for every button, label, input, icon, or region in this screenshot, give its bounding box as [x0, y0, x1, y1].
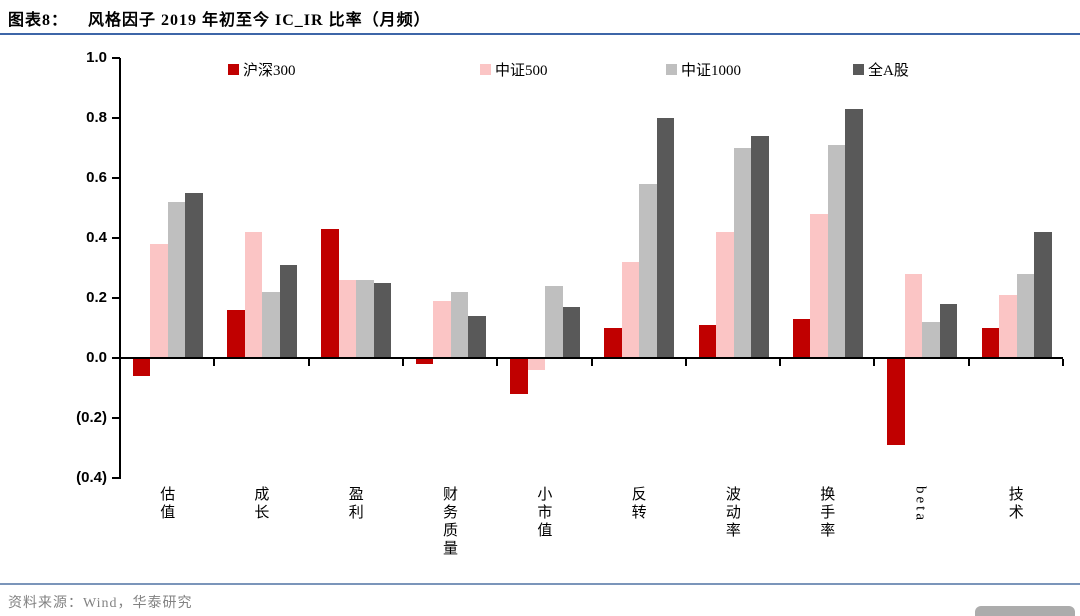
bar: [904, 274, 923, 358]
x-axis-tick: [213, 359, 216, 366]
x-axis-tick: [779, 359, 782, 366]
x-axis-category-label: 盈利: [346, 486, 363, 522]
y-axis-tick-label: 0.6: [86, 169, 107, 186]
x-axis-tick: [119, 359, 121, 366]
x-axis-category-label: 估值: [158, 486, 175, 522]
legend-label: 中证500: [495, 62, 548, 79]
y-axis-tick-label: 0.4: [86, 229, 107, 246]
bar: [545, 286, 563, 358]
bar: [639, 184, 657, 358]
legend-item: 中证500: [480, 61, 548, 79]
bar: [562, 307, 580, 358]
legend-item: 沪深300: [228, 61, 296, 79]
bar: [450, 292, 469, 358]
y-axis-tick: [112, 477, 120, 479]
bar: [338, 280, 357, 358]
y-axis-tick: [112, 297, 120, 299]
bar: [1034, 232, 1052, 358]
bar: [1016, 274, 1034, 358]
x-axis-tick: [590, 359, 593, 366]
bar: [356, 280, 374, 358]
x-axis-tick: [684, 359, 687, 366]
bar: [922, 322, 940, 358]
y-axis-tick-label: 0.0: [86, 349, 107, 366]
y-axis-tick-label: 0.8: [86, 109, 107, 126]
y-axis-line: [119, 58, 121, 479]
bar: [510, 358, 528, 394]
bar: [150, 244, 168, 358]
bar: [716, 232, 734, 358]
y-axis-tick-label: 1.0: [86, 49, 107, 66]
legend-label: 全A股: [868, 62, 909, 79]
bar: [604, 328, 622, 358]
y-axis-tick: [112, 117, 120, 119]
bar: [939, 304, 958, 358]
legend-item: 中证1000: [666, 61, 742, 79]
legend-swatch-icon: [228, 63, 239, 75]
bar: [656, 118, 675, 358]
y-axis-tick: [112, 237, 120, 239]
legend-label: 中证1000: [681, 62, 742, 79]
legend-swatch-icon: [480, 63, 491, 75]
figure-title: 风格因子 2019 年初至今 IC_IR 比率（月频）: [88, 12, 431, 29]
bar: [698, 325, 717, 358]
x-axis-category-label: 成长: [252, 486, 269, 522]
y-axis-tick-label: (0.4): [76, 469, 107, 486]
bar: [751, 136, 769, 358]
bar: [621, 262, 640, 358]
header-divider: [0, 33, 1080, 35]
legend-swatch-icon: [666, 63, 677, 75]
bar: [415, 358, 434, 364]
bar: [262, 292, 280, 358]
legend-swatch-icon: [853, 63, 864, 75]
chart-header: 图表8： 风格因子 2019 年初至今 IC_IR 比率（月频）: [8, 6, 431, 30]
scrollbar-thumb[interactable]: [975, 606, 1075, 616]
bar: [227, 310, 245, 358]
bar: [185, 193, 203, 358]
x-axis-category-label: beta: [912, 486, 929, 523]
x-axis-category-label: 换手率: [818, 486, 835, 540]
x-axis-tick: [496, 359, 499, 366]
legend-label: 沪深300: [243, 62, 296, 79]
bar: [999, 295, 1017, 358]
bar: [810, 214, 828, 358]
y-axis-tick: [112, 177, 120, 179]
bar: [792, 319, 811, 358]
bar: [167, 202, 186, 358]
bar: [527, 358, 545, 370]
bar: [373, 283, 392, 358]
bar: [981, 328, 999, 358]
bar: [132, 358, 151, 376]
x-axis-tick: [401, 359, 404, 366]
bar: [244, 232, 263, 358]
x-axis-tick: [967, 359, 970, 366]
bar: [321, 229, 339, 358]
bar: [433, 301, 451, 358]
bar: [733, 148, 752, 358]
x-axis-category-label: 技术: [1006, 486, 1023, 522]
bar: [827, 145, 846, 358]
figure-number-label: 图表8：: [8, 12, 69, 29]
x-axis-tick: [307, 359, 310, 366]
x-axis-tick: [1062, 359, 1064, 366]
y-axis-tick-label: (0.2): [76, 409, 107, 426]
bar: [887, 358, 905, 445]
source-note: 资料来源：Wind，华泰研究: [8, 596, 193, 611]
legend-item: 全A股: [853, 61, 909, 79]
bar: [468, 316, 486, 358]
footer-divider: [0, 583, 1080, 585]
x-axis-category-label: 反转: [629, 486, 646, 522]
y-axis-tick: [112, 57, 120, 59]
y-axis-tick-label: 0.2: [86, 289, 107, 306]
x-axis-category-label: 小市值: [535, 486, 552, 540]
x-axis-tick: [873, 359, 876, 366]
x-axis-category-label: 波动率: [723, 486, 740, 540]
bar: [279, 265, 298, 358]
x-axis-line: [112, 357, 1063, 359]
bar: [845, 109, 863, 358]
x-axis-category-label: 财务质量: [441, 486, 457, 558]
y-axis-tick: [112, 417, 120, 419]
